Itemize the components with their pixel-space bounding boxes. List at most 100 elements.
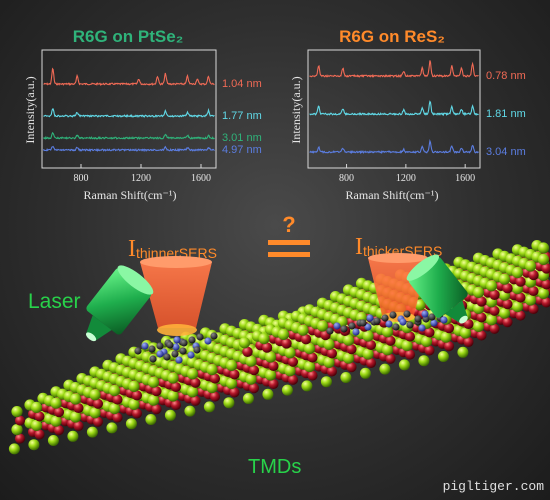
lattice-atom [489, 305, 500, 316]
lattice-atom [541, 297, 550, 308]
lattice-atom [287, 374, 299, 385]
lattice-atom [50, 415, 62, 427]
molecule-atom [406, 321, 414, 329]
intensity-symbol: I [355, 234, 363, 260]
lattice-atom [515, 310, 526, 321]
molecule-atom [163, 353, 171, 361]
lattice-atom [147, 376, 160, 388]
lattice-atom [242, 346, 253, 357]
plot-frame [41, 49, 217, 169]
lattice-atom [112, 412, 123, 423]
lattice-atom [362, 330, 374, 342]
lattice-atom [443, 341, 455, 352]
lattice-atom [537, 242, 550, 254]
x-tick-label: 800 [74, 173, 89, 184]
plot-frame [307, 49, 481, 169]
lattice-atom [424, 345, 435, 356]
lattice-atom [30, 419, 43, 431]
lattice-atom [342, 352, 355, 364]
lattice-atom [86, 426, 98, 438]
lattice-atom [190, 395, 201, 406]
lattice-atom [541, 263, 550, 274]
chart-title: R6G on ReS₂ [339, 27, 445, 46]
molecule-atom [381, 314, 389, 322]
lattice-atom [284, 365, 296, 377]
molecule-atom [166, 341, 174, 349]
molecule-atom [204, 337, 212, 345]
molecule-atom [373, 317, 381, 325]
lattice-atom [147, 394, 160, 406]
lattice-atom [262, 388, 274, 400]
tmds-label: TMDs [248, 456, 301, 478]
lattice-atom [401, 340, 413, 352]
lattice-atom [404, 331, 416, 342]
raman-series-line [43, 145, 215, 153]
lattice-atom [485, 314, 498, 326]
series-label: 4.97 nm [222, 144, 262, 156]
lattice-atom [30, 401, 43, 413]
lattice-atom [489, 289, 500, 300]
lattice-atom [167, 390, 179, 402]
raman-series-line [309, 60, 479, 79]
chart-title: R6G on PtSe₂ [73, 27, 184, 46]
lattice-atom [359, 367, 371, 379]
lattice-atom [170, 381, 182, 393]
lattice-atom [323, 356, 335, 368]
lattice-atom [245, 373, 257, 385]
molecule-atom [340, 325, 348, 333]
lattice-atom [297, 324, 309, 336]
lattice-atom [69, 393, 82, 405]
molecule-atom [392, 323, 400, 331]
molecule-atom [418, 324, 426, 332]
lattice-atom [379, 363, 391, 375]
watermark: pigltiger.com [443, 479, 545, 494]
molecule-atom [188, 336, 196, 344]
lattice-atom [472, 320, 485, 332]
lattice-atom [420, 335, 433, 347]
lattice-atom [223, 397, 235, 409]
lattice-atom [489, 323, 500, 334]
lattice-atom [404, 349, 416, 360]
lattice-atom [326, 366, 338, 377]
lattice-atom [472, 286, 485, 298]
y-axis-label: Intensity(a.u.) [289, 76, 303, 143]
lattice-atom [511, 301, 524, 313]
intensity-symbol: I [128, 236, 136, 262]
molecule-atom [179, 347, 187, 355]
molecule-atom [193, 346, 201, 354]
raman-series-line [309, 138, 479, 155]
molecule-atom [403, 310, 411, 318]
lattice-atom [186, 386, 199, 398]
raman-series-line [309, 100, 479, 117]
lattice-atom [11, 406, 23, 418]
molecule-atom [428, 313, 436, 321]
lattice-atom [316, 320, 329, 332]
series-labels: 1.04 nm 1.77 nm 3.01 nm4.97 nm [222, 78, 262, 156]
series-group [309, 60, 479, 155]
lattice-atom [365, 357, 377, 369]
molecule-atom [156, 350, 164, 358]
lattice-atom [300, 334, 312, 345]
molecule-atom [173, 336, 181, 344]
series-group [43, 67, 215, 153]
lattice-atom [50, 397, 62, 409]
lattice-atom [511, 267, 524, 279]
molecule-atom [430, 319, 438, 327]
molecule-atom [352, 328, 360, 336]
lattice-atom [184, 405, 196, 417]
lattice-atom [320, 376, 332, 388]
lattice-atom [67, 430, 79, 442]
x-axis-label: Raman Shift(cm⁻¹) [84, 188, 177, 202]
series-label: 1.77 nm [222, 110, 262, 122]
x-tick-label: 1200 [396, 173, 416, 184]
lattice-atom [498, 273, 511, 285]
lattice-atom [128, 380, 140, 392]
x-tick-label: 800 [339, 173, 354, 184]
lattice-atom [92, 416, 104, 427]
molecule-atom [196, 333, 204, 341]
molecule-atom [141, 342, 149, 350]
lattice-atom [515, 292, 526, 303]
lattice-atom [457, 346, 469, 358]
lattice-atom [131, 408, 143, 419]
raman-chart-res2: R6G on ReS₂ Intensity(a.u.) Raman Shift(… [289, 27, 526, 202]
